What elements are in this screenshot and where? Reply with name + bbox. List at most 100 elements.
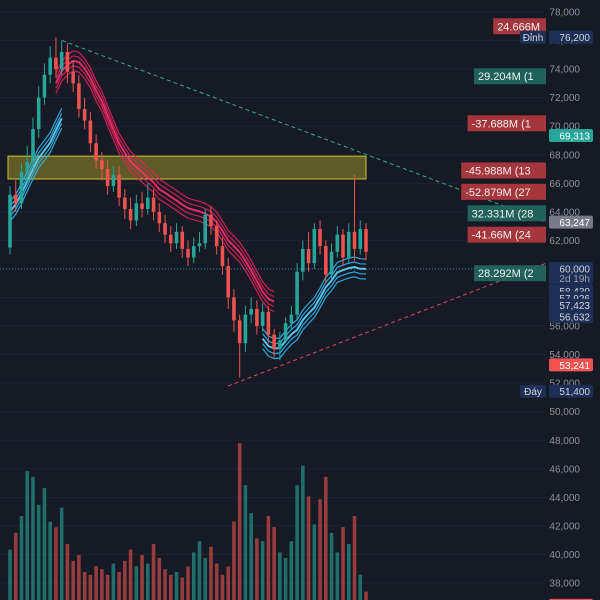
candle[interactable] [358, 220, 363, 255]
volume-bar [13, 532, 18, 600]
candle[interactable] [117, 166, 121, 207]
volume-profile-box [467, 205, 546, 222]
ema-ribbon-blue [261, 265, 367, 350]
candle[interactable] [306, 231, 311, 272]
volume-bar [260, 541, 265, 600]
volume-bar [19, 516, 24, 600]
candle[interactable] [88, 111, 93, 152]
candle-body [352, 231, 357, 249]
volume-bar [283, 558, 288, 600]
candle[interactable] [54, 37, 58, 78]
price-tag-box [549, 261, 593, 284]
candle[interactable] [42, 63, 47, 105]
candle[interactable] [168, 226, 173, 252]
candle[interactable] [301, 240, 305, 281]
candle-body [42, 74, 47, 98]
candle-body [71, 71, 75, 84]
candle[interactable] [197, 231, 202, 252]
candle[interactable] [283, 317, 288, 344]
candle[interactable] [209, 206, 213, 235]
candle[interactable] [48, 46, 52, 84]
price-tag: 57,423 [549, 298, 593, 312]
volume-bar [31, 476, 35, 600]
candle[interactable] [341, 228, 345, 267]
candle[interactable] [65, 43, 70, 84]
candle[interactable] [318, 220, 322, 255]
volume-bar [42, 488, 47, 600]
candle[interactable] [266, 306, 271, 344]
candle[interactable] [255, 300, 259, 335]
candle[interactable] [232, 288, 236, 332]
candle[interactable] [123, 189, 127, 219]
candle[interactable] [19, 163, 24, 209]
candle-body [168, 234, 173, 244]
volume-bar [77, 555, 81, 600]
candle-body [123, 197, 127, 209]
candle[interactable] [191, 237, 196, 264]
candle[interactable] [36, 86, 41, 138]
candle[interactable] [100, 151, 104, 181]
candle[interactable] [243, 306, 248, 352]
candle[interactable] [249, 297, 253, 324]
candle[interactable] [364, 223, 368, 261]
price-tag-box [549, 129, 593, 143]
y-tick-label: 44,000 [549, 493, 580, 504]
candle[interactable] [128, 197, 133, 229]
candle[interactable] [59, 40, 64, 75]
candle[interactable] [77, 74, 81, 118]
volume-profile-label: -37.688M (1 [472, 118, 531, 130]
price-tag-label-box [520, 30, 546, 44]
candle[interactable] [329, 243, 334, 281]
candle-body [289, 314, 294, 324]
volume-profile-tag: 32.331M (28 [467, 205, 546, 222]
candle[interactable] [111, 166, 116, 192]
candle[interactable] [186, 240, 190, 267]
candle-body [31, 129, 35, 162]
candle[interactable] [105, 160, 110, 195]
price-tag-value: 56,632 [559, 313, 590, 324]
candle[interactable] [220, 237, 225, 275]
candle[interactable] [335, 226, 340, 258]
candle-body [364, 228, 368, 252]
candle[interactable] [226, 257, 230, 309]
candle[interactable] [8, 186, 12, 255]
candle[interactable] [352, 174, 357, 261]
candle-body [59, 51, 64, 70]
candle[interactable] [295, 263, 299, 321]
candle[interactable] [134, 194, 139, 227]
candle[interactable] [278, 331, 282, 361]
candle-body [13, 194, 18, 204]
candle[interactable] [94, 134, 98, 170]
candle[interactable] [214, 220, 219, 255]
candle[interactable] [25, 146, 30, 181]
candle-body [226, 266, 230, 298]
candle[interactable] [31, 117, 35, 170]
volume-bar [134, 566, 139, 600]
candle[interactable] [272, 328, 276, 358]
candle-body [232, 297, 236, 321]
candle[interactable] [163, 214, 167, 244]
candle[interactable] [346, 223, 351, 264]
volume-bar [191, 552, 196, 600]
volume-bar [243, 485, 248, 600]
volume-profile-box [474, 68, 546, 85]
volume-bars [8, 443, 368, 600]
candle[interactable] [151, 189, 156, 221]
candle-body [180, 231, 185, 249]
candle[interactable] [237, 314, 242, 378]
candle[interactable] [82, 97, 87, 130]
candle[interactable] [260, 303, 265, 332]
candle[interactable] [203, 208, 208, 249]
candle[interactable] [157, 203, 162, 232]
candle[interactable] [312, 223, 317, 269]
candle[interactable] [180, 226, 185, 258]
candle[interactable] [146, 183, 150, 215]
candle[interactable] [71, 60, 75, 92]
candle[interactable] [140, 191, 144, 218]
candle[interactable] [13, 180, 18, 212]
candle[interactable] [174, 223, 179, 249]
candle[interactable] [289, 306, 294, 329]
candle[interactable] [324, 240, 328, 284]
price-tag-box [549, 310, 593, 324]
